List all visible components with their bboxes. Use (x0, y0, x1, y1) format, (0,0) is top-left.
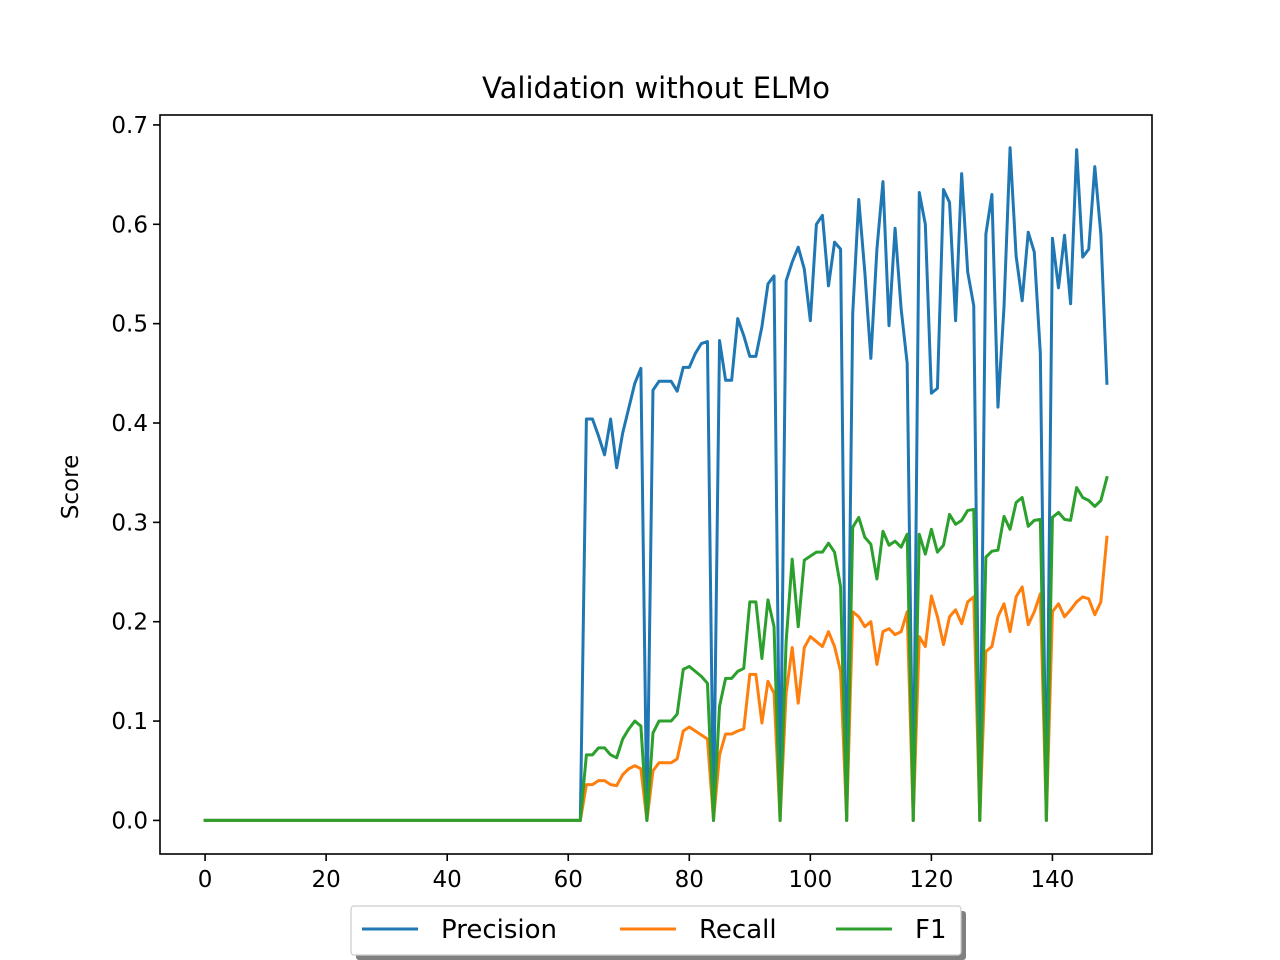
y-tick-label: 0.5 (111, 312, 148, 338)
y-tick-label: 0.3 (111, 510, 148, 536)
series-lines (203, 146, 1109, 822)
legend-label-f1: F1 (915, 915, 947, 945)
x-tick-label: 20 (311, 867, 340, 893)
chart-title: Validation without ELMo (482, 71, 830, 105)
y-tick-label: 0.1 (111, 709, 148, 735)
x-tick-label: 0 (198, 867, 213, 893)
legend-label-recall: Recall (699, 915, 777, 945)
y-tick-label: 0.0 (111, 808, 148, 834)
legend-label-precision: Precision (441, 915, 557, 945)
y-tick-label: 0.6 (111, 212, 148, 238)
x-tick-label: 40 (433, 867, 462, 893)
y-tick-label: 0.7 (111, 113, 148, 139)
x-axis-ticks: 0 20 40 60 80 100 120 140 (198, 854, 1074, 893)
plot-frame (159, 114, 1153, 855)
series-line-f1 (203, 475, 1109, 822)
x-tick-label: 60 (554, 867, 583, 893)
y-axis-ticks: 0.0 0.1 0.2 0.3 0.4 0.5 0.6 0.7 (111, 113, 160, 834)
y-tick-label: 0.2 (111, 610, 148, 636)
x-tick-label: 100 (788, 867, 832, 893)
y-tick-label: 0.4 (111, 411, 148, 437)
x-tick-label: 80 (675, 867, 704, 893)
y-axis-label: Score (58, 455, 84, 519)
x-tick-label: 120 (909, 867, 953, 893)
legend: Precision Recall F1 (350, 905, 966, 960)
x-tick-label: 140 (1030, 867, 1074, 893)
